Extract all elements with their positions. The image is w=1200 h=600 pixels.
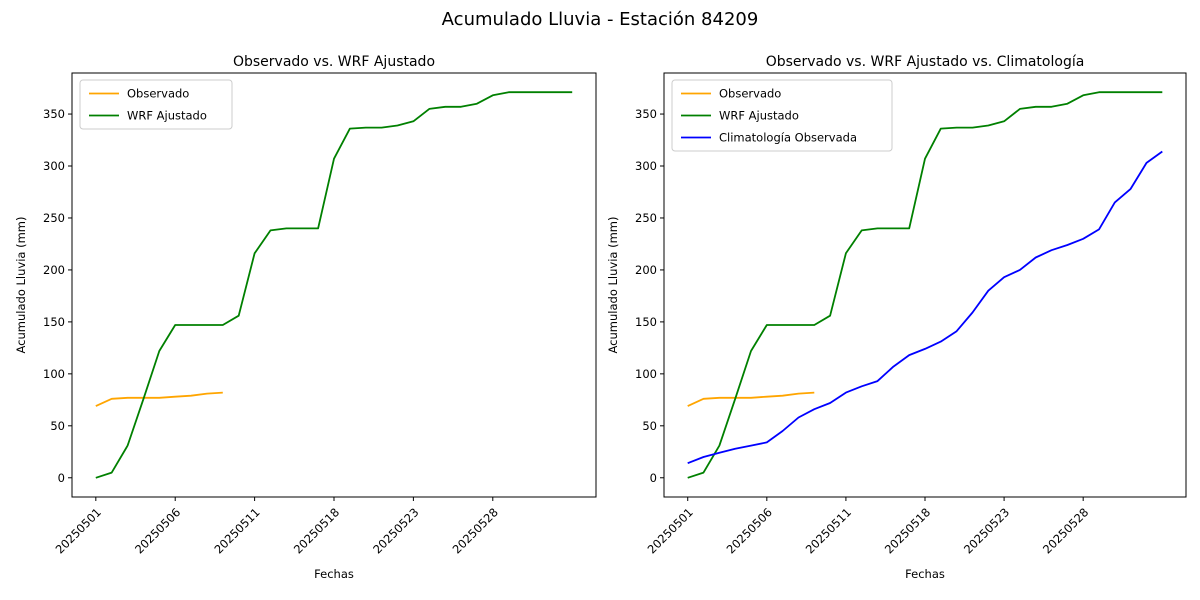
legend-label: WRF Ajustado xyxy=(127,109,207,123)
x-tick-label: 20250528 xyxy=(450,505,501,556)
legend-label: WRF Ajustado xyxy=(719,109,799,123)
subplot-2: Observado vs. WRF Ajustado vs. Climatolo… xyxy=(606,54,1187,581)
y-axis-label: Acumulado Lluvia (mm) xyxy=(14,217,28,354)
y-tick-label: 250 xyxy=(635,211,657,225)
legend-label: Observado xyxy=(719,87,781,101)
axes-frame xyxy=(71,72,597,498)
series-line-observado xyxy=(687,391,815,407)
legend-box xyxy=(79,79,233,130)
x-tick-label: 20250528 xyxy=(1040,505,1091,556)
legend-label: Observado xyxy=(127,87,189,101)
series-line-wrf-ajustado xyxy=(687,91,1163,479)
y-tick-label: 100 xyxy=(43,367,65,381)
y-tick-label: 0 xyxy=(650,471,657,485)
series-line-climatolog-a-observada xyxy=(687,150,1163,465)
x-tick-label: 20250518 xyxy=(291,505,342,556)
x-tick-label: 20250523 xyxy=(961,505,1012,556)
x-axis-label: Fechas xyxy=(905,567,945,581)
y-tick-label: 300 xyxy=(43,159,65,173)
y-tick-label: 0 xyxy=(58,471,65,485)
y-tick-label: 150 xyxy=(43,315,65,329)
legend-box xyxy=(671,79,893,152)
subplot-title: Observado vs. WRF Ajustado xyxy=(233,54,435,70)
y-tick-label: 50 xyxy=(642,419,657,433)
y-tick-label: 100 xyxy=(635,367,657,381)
y-tick-label: 200 xyxy=(635,263,657,277)
axes-frame xyxy=(663,72,1187,498)
subplot-title: Observado vs. WRF Ajustado vs. Climatolo… xyxy=(766,54,1085,70)
legend-label: Climatología Observada xyxy=(719,131,857,145)
y-tick-label: 250 xyxy=(43,211,65,225)
x-axis-label: Fechas xyxy=(314,567,354,581)
x-tick-label: 20250523 xyxy=(370,505,421,556)
x-tick-label: 20250511 xyxy=(211,505,262,556)
y-tick-label: 350 xyxy=(43,107,65,121)
figure-title: Acumulado Lluvia - Estación 84209 xyxy=(441,9,759,30)
series-line-wrf-ajustado xyxy=(95,91,573,479)
x-tick-label: 20250501 xyxy=(645,505,696,556)
y-tick-label: 300 xyxy=(635,159,657,173)
y-tick-label: 50 xyxy=(50,419,65,433)
series-line-observado xyxy=(95,391,223,407)
x-tick-label: 20250518 xyxy=(882,505,933,556)
y-tick-label: 150 xyxy=(635,315,657,329)
x-tick-label: 20250506 xyxy=(132,505,183,556)
x-tick-label: 20250511 xyxy=(803,505,854,556)
y-axis-label: Acumulado Lluvia (mm) xyxy=(606,217,620,354)
x-tick-label: 20250501 xyxy=(53,505,104,556)
y-tick-label: 200 xyxy=(43,263,65,277)
subplot-1: Observado vs. WRF Ajustado 0 50 100 150 200 25… xyxy=(14,54,597,581)
x-tick-label: 20250506 xyxy=(724,505,775,556)
y-tick-label: 350 xyxy=(635,107,657,121)
